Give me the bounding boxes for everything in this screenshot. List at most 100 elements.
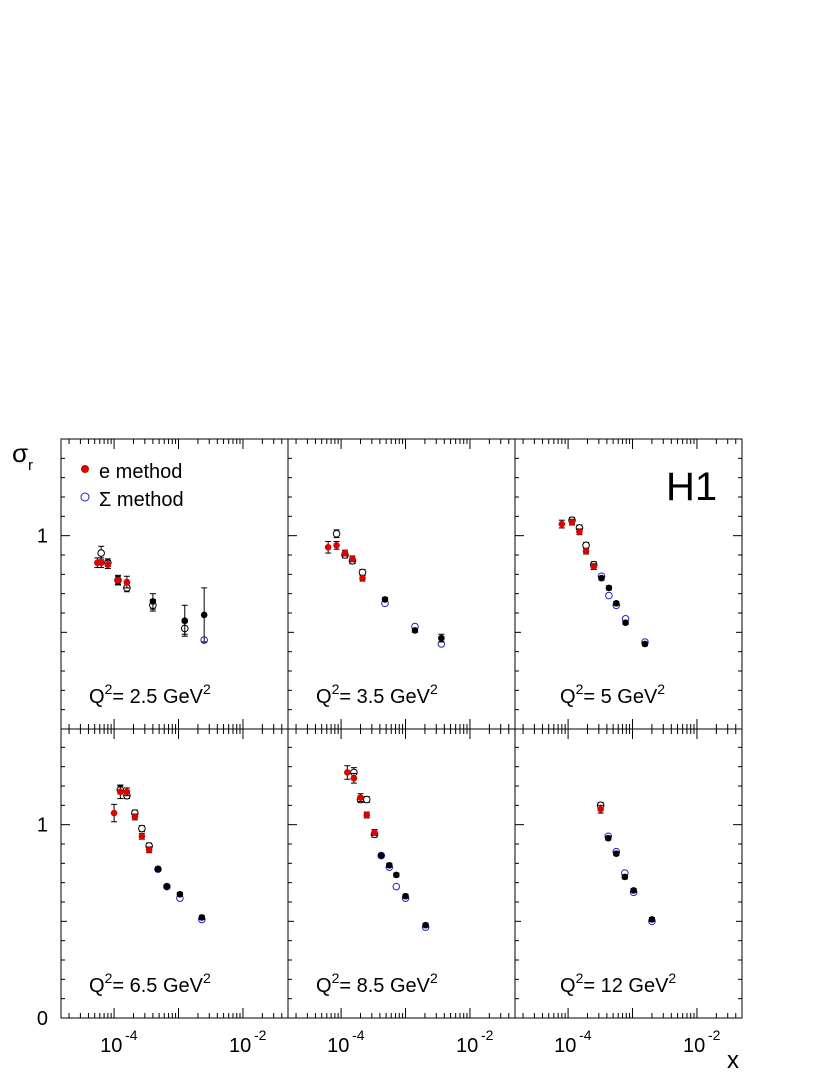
- q2-label-value: = 6.5 GeV: [112, 975, 203, 997]
- data-point-filled: [422, 921, 429, 929]
- q2-label-unit-sup: 2: [203, 970, 211, 986]
- legend-sigma-method-label: Σ method: [99, 489, 184, 511]
- x-tick-label-exponent: -2: [708, 1027, 721, 1043]
- e-method-point: [597, 805, 604, 813]
- sigma-method-point: [332, 529, 341, 538]
- x-tick-label-exponent: -4: [352, 1027, 365, 1043]
- q2-label-sup: 2: [105, 970, 113, 986]
- e-method-point: [145, 846, 153, 854]
- q2-label-q: Q: [89, 686, 105, 708]
- sigma-method-point: [362, 795, 371, 804]
- sigma-method-point: [138, 824, 146, 833]
- data-point-filled: [411, 627, 419, 634]
- e-method-point: [138, 832, 146, 840]
- data-point-filled: [181, 617, 189, 625]
- y-tick-label: 1: [37, 526, 48, 548]
- sigma-method-point: [97, 549, 105, 557]
- data-point-filled: [377, 852, 385, 859]
- e-method-point: [324, 543, 332, 551]
- e-method-point: [371, 829, 378, 836]
- q2-label-2: Q2= 3.5 GeV2: [316, 681, 438, 708]
- q2-label-sup: 2: [332, 681, 340, 697]
- x-tick-label-base: 10: [229, 1035, 251, 1057]
- q2-label-value: = 8.5 GeV: [339, 975, 430, 997]
- q2-label-value: = 2.5 GeV: [112, 686, 203, 708]
- sigma-method-point: [358, 568, 367, 577]
- q2-label-q: Q: [560, 975, 576, 997]
- q2-label-value: = 12 GeV: [583, 975, 669, 997]
- y-tick-label: 0: [37, 1008, 48, 1030]
- q2-label-5: Q2= 8.5 GeV2: [316, 970, 438, 997]
- x-axis-label: x: [727, 1047, 739, 1074]
- q2-label-q: Q: [560, 686, 576, 708]
- e-method-point: [110, 809, 118, 817]
- e-method-point: [104, 561, 112, 568]
- y-tick-label: 1: [37, 815, 48, 837]
- e-method-point: [568, 518, 576, 526]
- e-method-point: [558, 520, 566, 528]
- e-method-point: [357, 794, 364, 801]
- q2-label-unit-sup: 2: [657, 681, 665, 697]
- e-method-point: [582, 547, 590, 555]
- data-point-filled: [154, 865, 162, 873]
- q2-label-q: Q: [316, 975, 332, 997]
- data-point-filled: [402, 892, 409, 900]
- q2-label-q: Q: [89, 975, 105, 997]
- q2-label-unit-sup: 2: [430, 681, 438, 697]
- data-point-filled: [641, 640, 649, 648]
- data-point-filled: [200, 611, 208, 619]
- q2-label-value: = 5 GeV: [583, 686, 658, 708]
- e-method-point: [123, 578, 131, 586]
- q2-label-sup: 2: [332, 970, 340, 986]
- legend-e-method-marker: [81, 465, 89, 473]
- q2-label-value: = 3.5 GeV: [339, 686, 430, 708]
- e-method-point: [590, 563, 598, 570]
- x-tick-label-exponent: -2: [254, 1027, 267, 1043]
- data-point-filled: [438, 634, 445, 642]
- data-point-filled: [149, 598, 157, 605]
- data-point-filled: [598, 574, 605, 582]
- x-tick-label-base: 10: [683, 1035, 705, 1057]
- y-axis-label-subscript: r: [28, 457, 33, 474]
- q2-label-6: Q2= 12 GeV2: [560, 970, 676, 997]
- data-point-filled: [621, 873, 629, 881]
- sigma-method-point: [392, 882, 401, 891]
- e-method-point: [344, 769, 351, 776]
- data-point-filled: [630, 887, 637, 894]
- q2-label-unit-sup: 2: [203, 681, 211, 697]
- e-method-point: [576, 528, 583, 536]
- legend-e-method-label: e method: [99, 461, 182, 483]
- q2-label-q: Q: [316, 686, 332, 708]
- e-method-point: [359, 574, 366, 582]
- q2-label-sup: 2: [576, 681, 584, 697]
- panel-frame-6: [514, 728, 743, 1019]
- x-tick-label-base: 10: [456, 1035, 478, 1057]
- data-point-filled: [612, 850, 620, 857]
- e-method-point: [131, 813, 139, 821]
- e-method-point: [350, 774, 358, 782]
- data-point-filled: [605, 584, 613, 592]
- data-point-filled: [604, 834, 612, 842]
- x-tick-label-base: 10: [554, 1035, 576, 1057]
- x-tick-label-exponent: -4: [579, 1027, 592, 1043]
- y-axis-label: σ: [12, 438, 28, 468]
- data-point-filled: [622, 619, 629, 626]
- x-tick-label-exponent: -4: [125, 1027, 138, 1043]
- data-point-filled: [385, 861, 393, 869]
- e-method-point: [341, 549, 349, 557]
- data-point-filled: [612, 600, 620, 607]
- h1-logo: H1: [666, 465, 717, 509]
- data-point-filled: [163, 883, 171, 890]
- e-method-point: [97, 559, 105, 567]
- e-method-point: [123, 788, 131, 796]
- q2-label-sup: 2: [576, 970, 584, 986]
- q2-label-4: Q2= 6.5 GeV2: [89, 970, 211, 997]
- legend: e method Σ method: [80, 461, 184, 511]
- q2-label-unit-sup: 2: [668, 970, 676, 986]
- e-method-point: [363, 811, 371, 819]
- e-method-point: [333, 542, 340, 549]
- e-method-point: [349, 555, 356, 563]
